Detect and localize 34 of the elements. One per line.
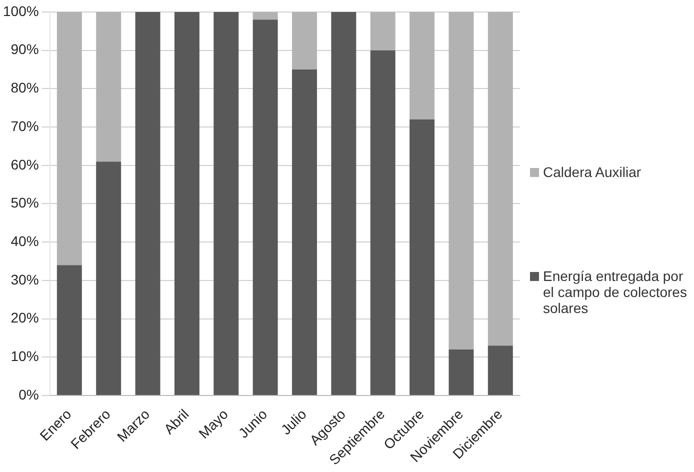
bar bbox=[214, 12, 239, 395]
bar bbox=[252, 20, 278, 395]
y-tick-label: 10% bbox=[10, 348, 39, 364]
bar bbox=[488, 346, 513, 395]
bar bbox=[96, 162, 122, 395]
y-tick-label: 80% bbox=[10, 80, 39, 96]
bar bbox=[370, 12, 396, 50]
bar bbox=[135, 12, 160, 395]
bar bbox=[292, 12, 317, 70]
bar bbox=[56, 12, 82, 266]
y-tick-label: 60% bbox=[10, 156, 39, 172]
y-tick-label: 30% bbox=[10, 271, 39, 288]
bar bbox=[252, 12, 278, 20]
y-tick-label: 100% bbox=[2, 2, 39, 19]
bar bbox=[410, 119, 435, 395]
bar bbox=[56, 265, 82, 395]
bar bbox=[370, 50, 396, 395]
bar bbox=[410, 12, 435, 120]
legend-label: Energía entregada por el campo de colectores solares bbox=[543, 268, 688, 316]
y-tick-label: 20% bbox=[10, 310, 39, 326]
bar bbox=[448, 12, 474, 350]
y-tick-label: 90% bbox=[10, 41, 39, 58]
y-tick-label: 70% bbox=[10, 118, 39, 134]
legend-label: Caldera Auxiliar bbox=[543, 164, 642, 180]
x-tick-label: Julio bbox=[278, 406, 310, 438]
bar bbox=[488, 12, 513, 346]
bar bbox=[331, 12, 356, 395]
bar bbox=[292, 70, 317, 395]
y-tick-label: 0% bbox=[18, 386, 39, 402]
y-tick-label: 40% bbox=[10, 232, 39, 249]
bar bbox=[174, 12, 200, 395]
y-tick-label: 50% bbox=[10, 194, 39, 211]
bar bbox=[448, 349, 474, 395]
bar bbox=[96, 12, 122, 162]
